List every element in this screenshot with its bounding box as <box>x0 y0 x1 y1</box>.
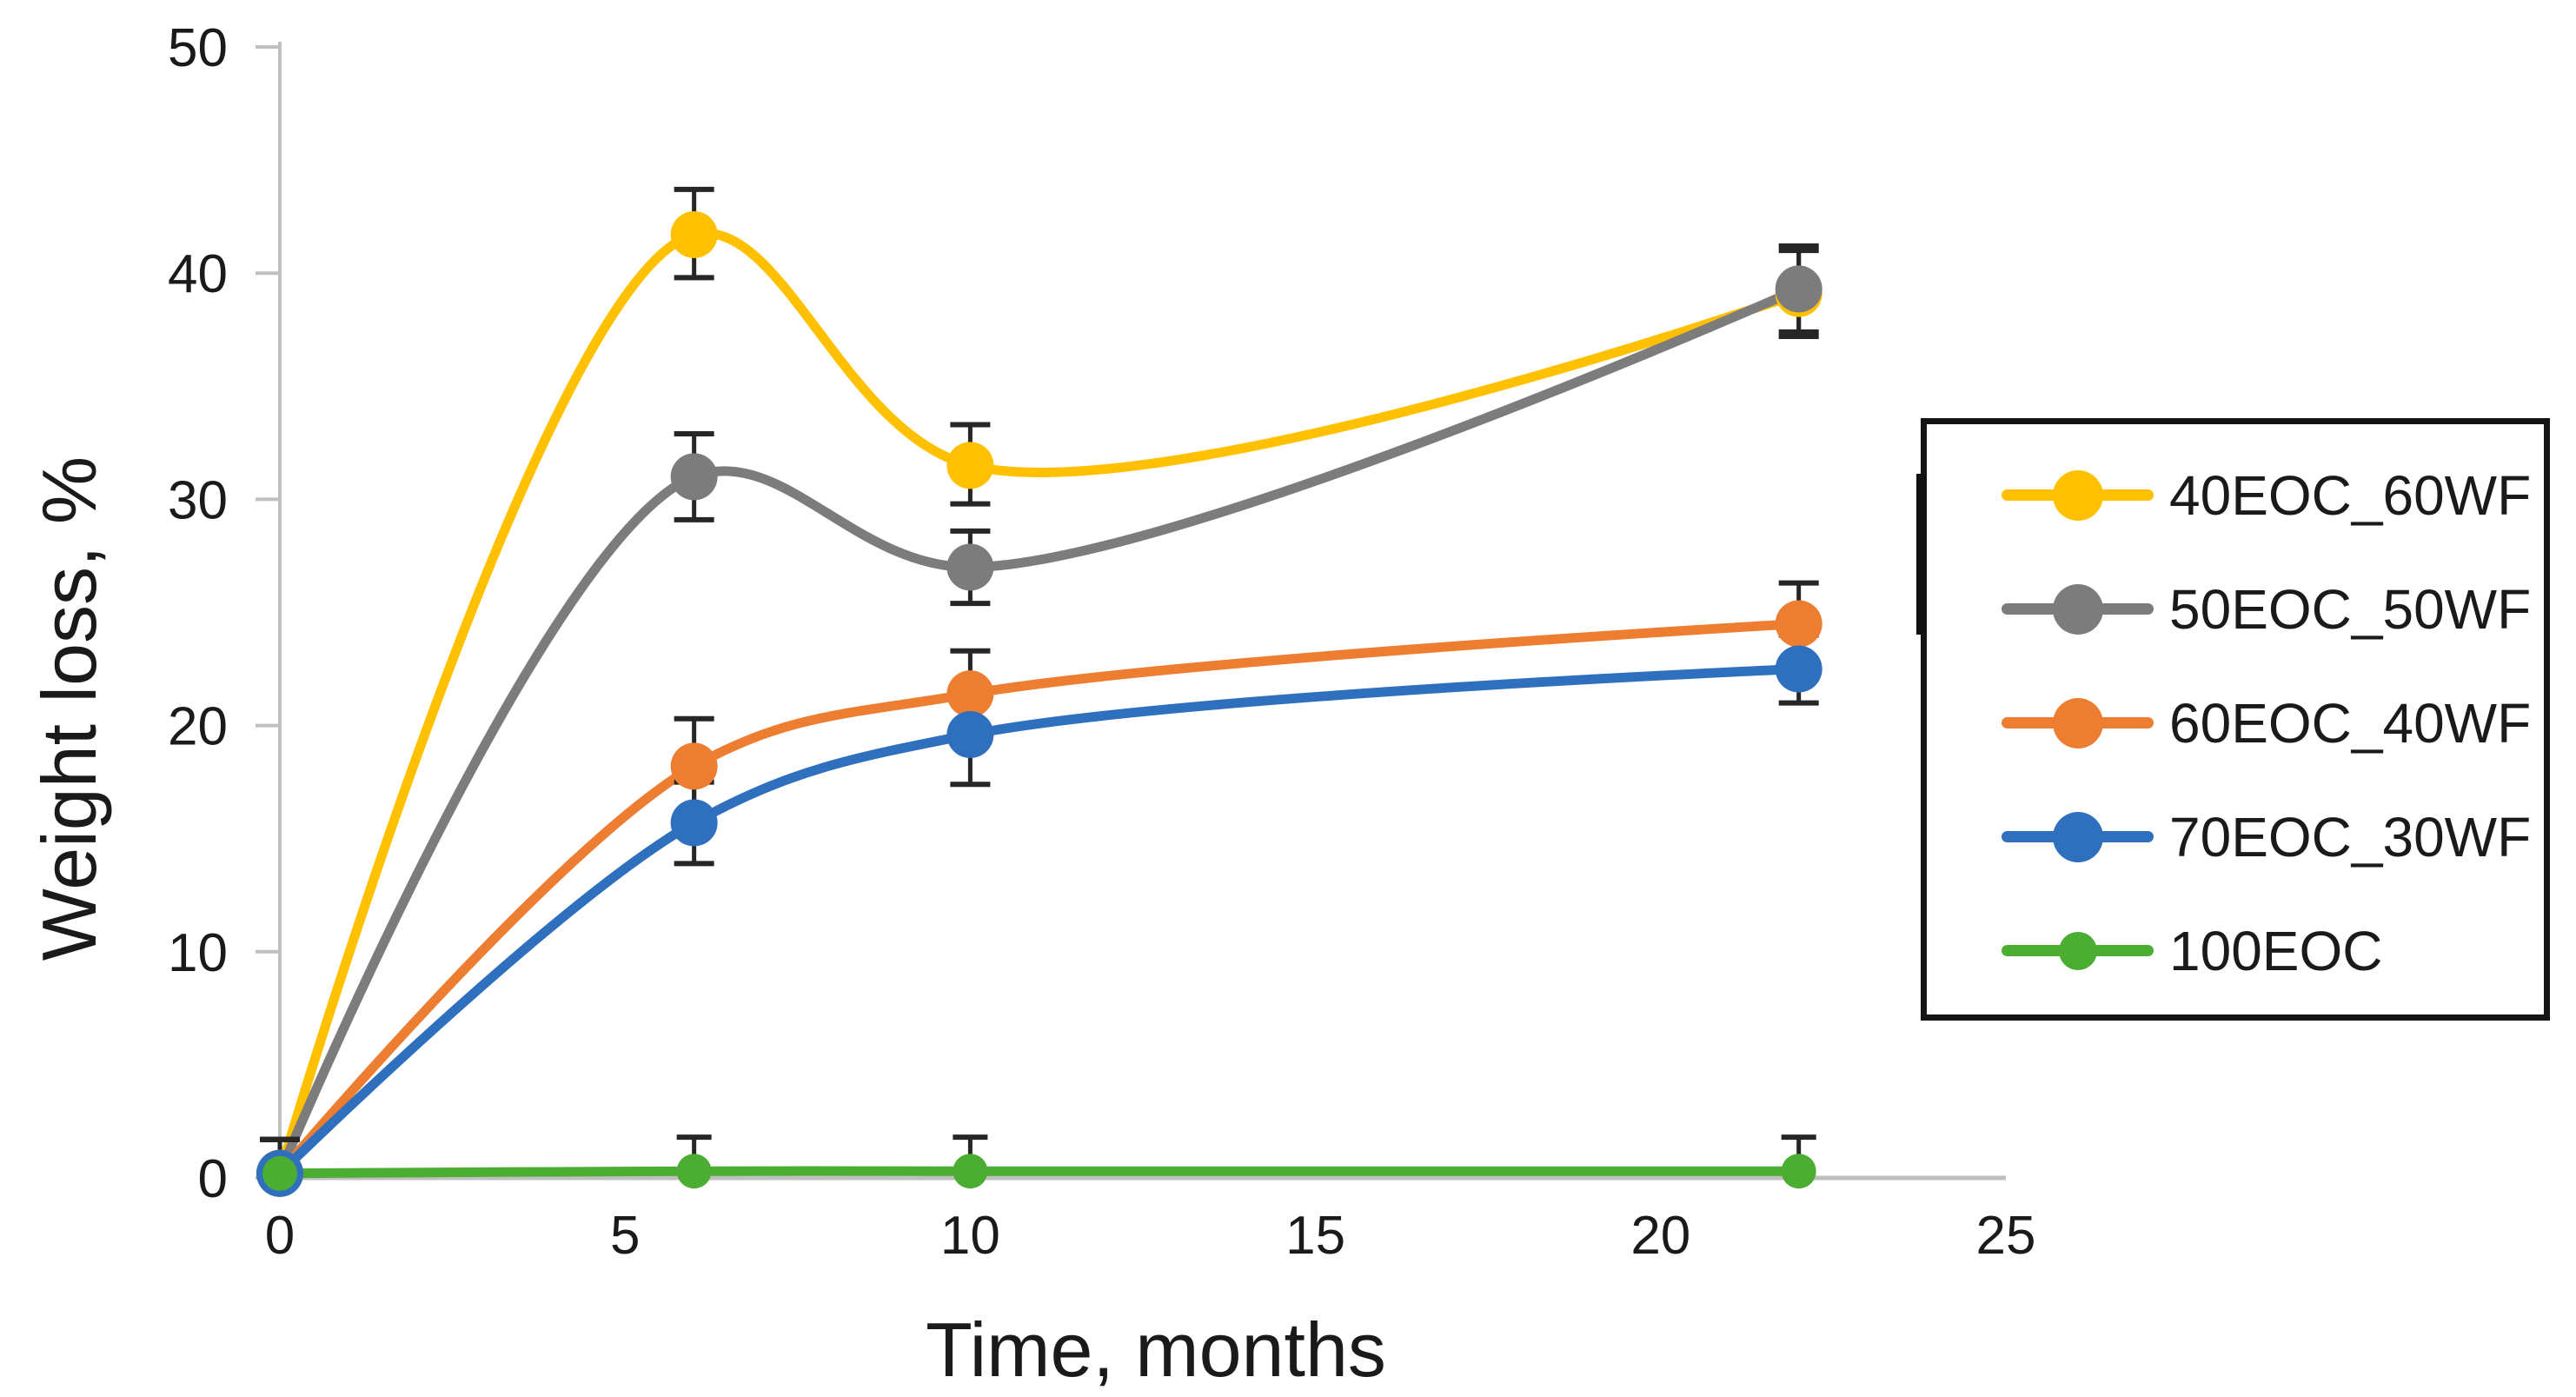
legend-marker-100EOC <box>2002 931 2154 970</box>
series-line-60EOC_40WF <box>275 619 1804 1179</box>
marker-70EOC_30WF <box>1775 645 1822 693</box>
marker-70EOC_30WF <box>670 799 718 847</box>
y-tick-label: 10 <box>168 923 228 983</box>
y-tick-label: 40 <box>168 244 228 304</box>
legend: 40EOC_60WF 50EOC_50WF 60EOC_40WF 70EOC_30WF… <box>1921 418 2550 1021</box>
legend-dot-60EOC_40WF <box>2052 697 2103 748</box>
series-line-50EOC_50WF <box>275 283 1804 1179</box>
marker-100EOC <box>1781 1154 1816 1189</box>
legend-label-100EOC: 100EOC <box>2169 919 2383 982</box>
x-tick-label: 15 <box>1285 1206 1345 1266</box>
legend-item-50EOC_50WF: 50EOC_50WF <box>1927 552 2544 666</box>
legend-marker-50EOC_50WF <box>2002 583 2154 635</box>
y-tick-label: 30 <box>168 470 228 530</box>
legend-label-70EOC_30WF: 70EOC_30WF <box>2169 805 2532 868</box>
axes: 0 10 20 30 40 50 0 5 10 15 20 25 <box>168 18 2035 1266</box>
x-tick-label: 25 <box>1976 1206 2036 1266</box>
legend-label-50EOC_50WF: 50EOC_50WF <box>2169 577 2532 641</box>
marker-100EOC <box>953 1154 988 1189</box>
legend-dot-50EOC_50WF <box>2052 583 2103 635</box>
legend-item-40EOC_60WF: 40EOC_60WF <box>1927 438 2544 552</box>
marker-70EOC_30WF <box>946 711 994 759</box>
marker-100EOC <box>676 1154 712 1189</box>
x-axis-title: Time, months <box>926 1307 1386 1393</box>
series-line-100EOC <box>275 1166 1804 1179</box>
series-line-40EOC_60WF <box>275 228 1804 1179</box>
marker-40EOC_60WF <box>670 210 718 258</box>
legend-dot-70EOC_30WF <box>2052 811 2103 862</box>
marker-50EOC_50WF <box>670 453 718 501</box>
legend-dot-100EOC <box>2058 931 2097 970</box>
y-tick-label: 0 <box>198 1149 228 1209</box>
legend-label-60EOC_40WF: 60EOC_40WF <box>2169 691 2532 755</box>
x-tick-label: 0 <box>265 1206 295 1266</box>
y-tick-label: 50 <box>168 18 228 78</box>
marker-60EOC_40WF <box>946 670 994 718</box>
y-axis-title: Weight loss, % <box>26 456 112 961</box>
marker-50EOC_50WF <box>946 543 994 591</box>
x-tick-label: 5 <box>610 1206 640 1266</box>
marker-60EOC_40WF <box>1775 600 1822 648</box>
legend-label-40EOC_60WF: 40EOC_60WF <box>2169 463 2532 527</box>
series-lines <box>275 228 1804 1179</box>
series-line-70EOC_30WF <box>275 664 1804 1179</box>
marker-50EOC_50WF <box>1775 265 1822 313</box>
y-tick-label: 20 <box>168 697 228 757</box>
marker-100EOC <box>262 1155 297 1191</box>
legend-marker-60EOC_40WF <box>2002 697 2154 748</box>
legend-marker-70EOC_30WF <box>2002 811 2154 862</box>
marker-60EOC_40WF <box>670 742 718 790</box>
legend-item-100EOC: 100EOC <box>1927 894 2544 1008</box>
legend-item-60EOC_40WF: 60EOC_40WF <box>1927 666 2544 780</box>
legend-item-70EOC_30WF: 70EOC_30WF <box>1927 780 2544 894</box>
series-markers <box>256 210 1822 1197</box>
marker-40EOC_60WF <box>946 442 994 489</box>
x-tick-label: 20 <box>1630 1206 1690 1266</box>
x-tick-label: 10 <box>940 1206 1000 1266</box>
legend-border-artifact <box>1916 474 1926 635</box>
legend-marker-40EOC_60WF <box>2002 469 2154 521</box>
legend-dot-40EOC_60WF <box>2052 469 2103 521</box>
